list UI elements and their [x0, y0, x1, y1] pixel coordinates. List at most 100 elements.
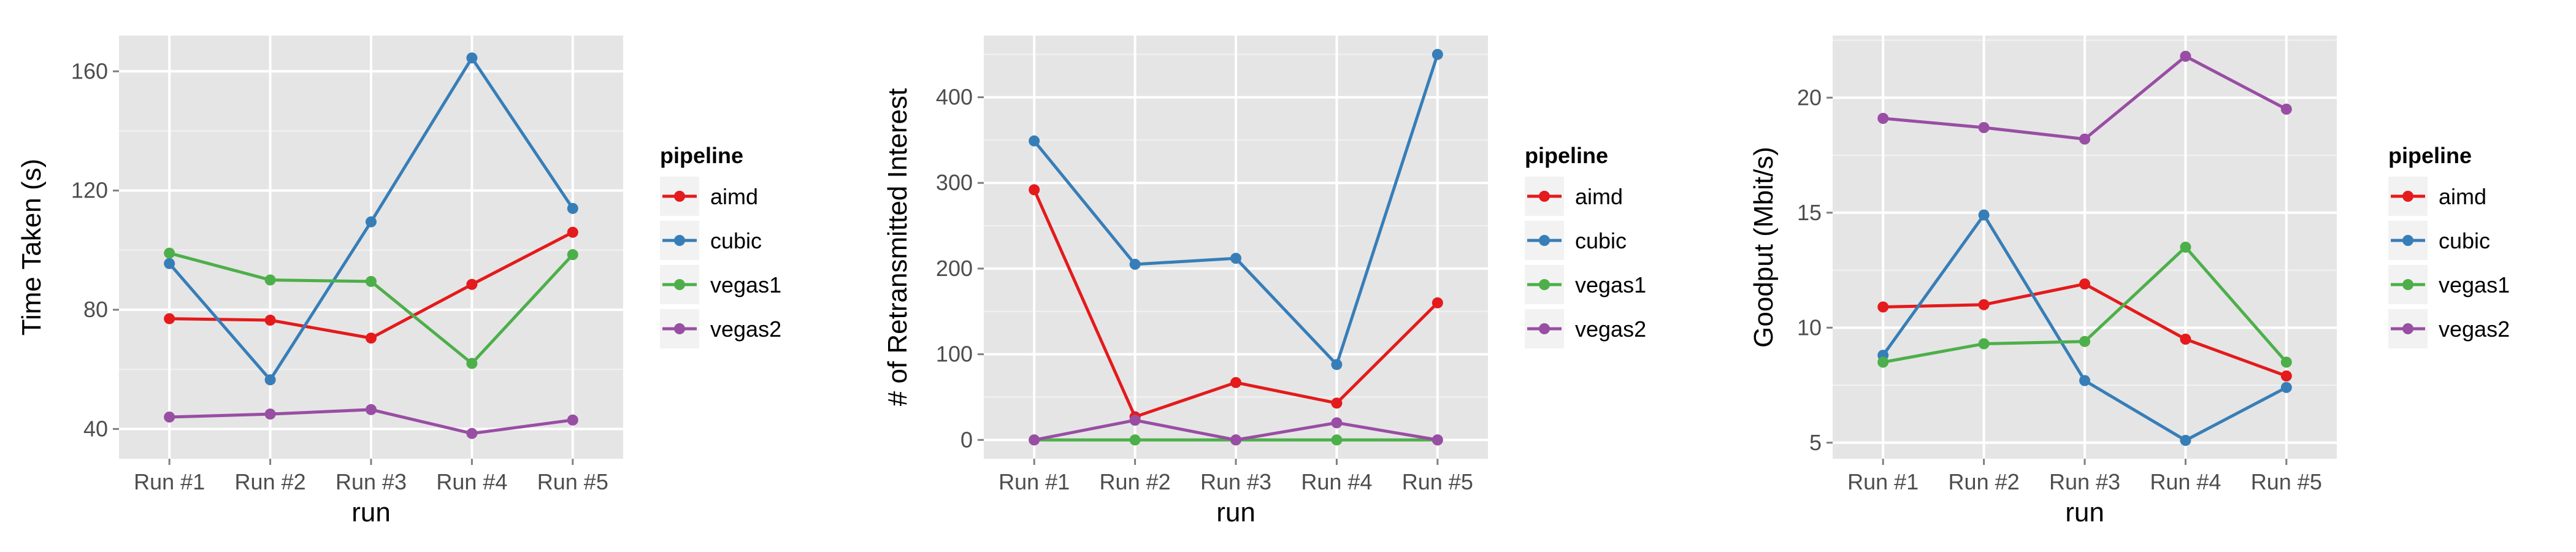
data-point-aimd [466, 278, 478, 290]
data-point-aimd [1029, 184, 1040, 196]
legend-title: pipeline [660, 143, 743, 168]
data-point-vegas1 [164, 247, 175, 259]
data-point-vegas2 [2079, 133, 2090, 145]
y-tick-label: 300 [936, 170, 973, 195]
legend-label-cubic: cubic [1575, 228, 1627, 253]
legend-key-point [1539, 279, 1550, 290]
data-point-vegas2 [2280, 104, 2292, 115]
y-tick-label: 10 [1797, 315, 1822, 340]
chart-3: 5 10 15 20 Run #1 Run #2 Run #3 Run #4 Run #5 run… [1749, 36, 2510, 527]
data-point-vegas2 [1978, 122, 1990, 133]
data-point-cubic [1029, 135, 1040, 147]
data-point-vegas2 [1432, 434, 1443, 446]
y-axis-title: # of Retransmitted Interest [883, 88, 913, 406]
data-point-aimd [1432, 297, 1443, 309]
x-axis-title: run [2065, 497, 2104, 527]
x-tick-label: Run #2 [1100, 469, 1171, 494]
legend: pipeline aimd cubic vegas1 vegas2 [1525, 143, 1646, 348]
legend-key-point [674, 279, 685, 290]
x-tick-label: Run #4 [2150, 469, 2221, 494]
x-tick-label: Run #4 [436, 469, 507, 494]
y-tick-label: 40 [83, 416, 108, 441]
legend-key-point [2402, 323, 2413, 334]
x-axis-title: run [351, 497, 391, 527]
legend: pipeline aimd cubic vegas1 vegas2 [2388, 143, 2510, 348]
data-point-cubic [366, 216, 377, 228]
y-axis-title: Time Taken (s) [17, 159, 47, 336]
data-point-vegas2 [366, 404, 377, 415]
legend-key-point [2402, 279, 2413, 290]
data-point-vegas2 [466, 427, 478, 439]
data-point-vegas2 [264, 408, 276, 420]
data-point-cubic [466, 52, 478, 64]
data-point-cubic [2280, 381, 2292, 393]
y-tick-label: 120 [71, 178, 108, 203]
chart-2: 0 100 200 300 400 Run #1 Run #2 Run #3 Run #4 Run… [883, 36, 1646, 527]
data-point-aimd [2280, 370, 2292, 381]
y-tick-label: 80 [83, 297, 108, 322]
data-point-vegas1 [1331, 434, 1343, 446]
data-point-aimd [1877, 301, 1889, 313]
data-point-cubic [1230, 253, 1241, 264]
data-point-aimd [264, 315, 276, 326]
legend-label-vegas1: vegas1 [710, 272, 781, 297]
data-point-aimd [1230, 377, 1241, 388]
y-axis-title: Goodput (Mbit/s) [1749, 147, 1779, 348]
y-tick-label: 400 [936, 85, 973, 110]
y-tick-label: 0 [960, 427, 973, 452]
data-point-vegas2 [1029, 434, 1040, 446]
data-point-vegas2 [1877, 113, 1889, 124]
data-point-vegas1 [2180, 242, 2191, 253]
x-tick-label: Run #2 [1949, 469, 2020, 494]
data-point-cubic [1129, 258, 1141, 270]
y-tick-label: 5 [1809, 430, 1822, 455]
data-point-vegas1 [466, 358, 478, 369]
legend-key-point [2402, 191, 2413, 202]
legend-label-cubic: cubic [710, 228, 762, 253]
x-tick-label: Run #5 [1402, 469, 1473, 494]
data-point-vegas2 [2180, 50, 2191, 62]
data-point-aimd [1978, 299, 1990, 310]
legend-label-vegas2: vegas2 [2439, 316, 2510, 342]
legend-label-vegas2: vegas2 [710, 316, 781, 342]
data-point-vegas1 [2280, 356, 2292, 368]
y-tick-label: 15 [1797, 200, 1822, 225]
legend-key-point [674, 235, 685, 246]
x-tick-label: Run #5 [537, 469, 608, 494]
legend-label-vegas2: vegas2 [1575, 316, 1646, 342]
legend-label-vegas1: vegas1 [2439, 272, 2510, 297]
legend-key-point [2402, 235, 2413, 246]
x-tick-label: Run #3 [2049, 469, 2120, 494]
legend-key-point [674, 191, 685, 202]
y-tick-label: 100 [936, 342, 973, 367]
legend-key-point [1539, 191, 1550, 202]
data-point-cubic [2079, 375, 2090, 386]
y-tick-label: 20 [1797, 85, 1822, 110]
x-tick-label: Run #1 [999, 469, 1070, 494]
y-tick-label: 160 [71, 58, 108, 83]
y-tick-label: 200 [936, 256, 973, 281]
data-point-aimd [567, 226, 578, 238]
data-point-vegas1 [264, 274, 276, 286]
data-point-aimd [366, 332, 377, 344]
data-point-cubic [2180, 435, 2191, 446]
legend: pipeline aimd cubic vegas1 vegas2 [660, 143, 781, 348]
x-tick-label: Run #5 [2251, 469, 2322, 494]
legend-label-aimd: aimd [2439, 184, 2486, 209]
data-point-vegas1 [366, 275, 377, 287]
legend-title: pipeline [1525, 143, 1608, 168]
data-point-vegas1 [2079, 335, 2090, 347]
x-axis-title: run [1216, 497, 1255, 527]
x-tick-label: Run #2 [235, 469, 306, 494]
data-point-vegas2 [1129, 415, 1141, 426]
data-point-vegas1 [1129, 434, 1141, 446]
chart-1: 40 80 120 160 Run #1 Run #2 Run #3 Run #4 Run #5… [17, 36, 781, 527]
data-point-cubic [1432, 48, 1443, 60]
legend-label-aimd: aimd [1575, 184, 1623, 209]
data-point-vegas2 [1331, 417, 1343, 429]
legend-title: pipeline [2388, 143, 2472, 168]
data-point-vegas1 [1877, 356, 1889, 368]
data-point-cubic [1331, 359, 1343, 370]
data-point-cubic [264, 374, 276, 386]
